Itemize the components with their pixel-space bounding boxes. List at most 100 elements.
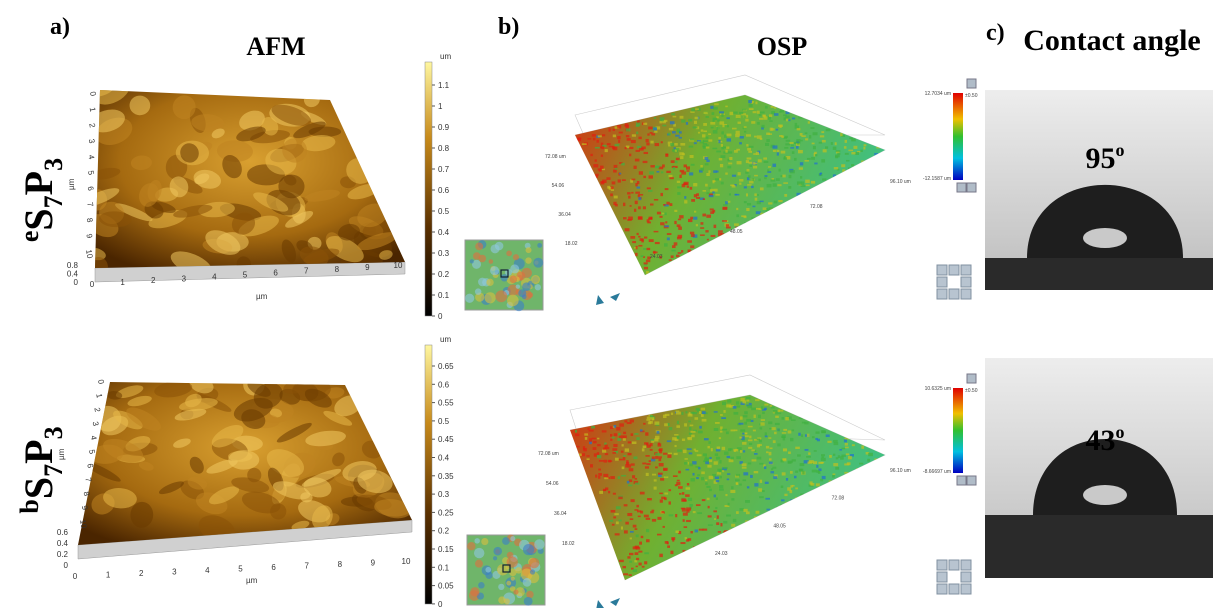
x-unit: µm <box>256 292 268 301</box>
osp-speck <box>636 566 638 568</box>
osp-speck <box>782 432 787 434</box>
x-tick-label: 72.08 <box>810 204 823 210</box>
osp-speck <box>801 135 806 137</box>
osp-speck <box>681 171 686 174</box>
angle-value: 95 <box>1086 142 1116 175</box>
osp-speck <box>701 408 705 411</box>
osp-speck <box>749 146 754 148</box>
osp-speck <box>785 417 789 420</box>
osp-speck <box>622 466 625 469</box>
osp-speck <box>840 456 844 459</box>
osp-speck <box>612 181 616 184</box>
inset-speck <box>510 276 518 284</box>
osp-speck <box>597 455 601 458</box>
osp-speck <box>655 166 659 168</box>
inset-speck <box>489 259 494 264</box>
osp-speck <box>587 138 591 140</box>
osp-speck <box>746 399 749 401</box>
osp-speck <box>769 114 772 117</box>
osp-speck <box>806 456 811 458</box>
inset-speck <box>485 572 492 579</box>
osp-speck <box>766 446 769 449</box>
y-tick-label: 8 <box>85 217 95 223</box>
osp-speck <box>766 451 768 453</box>
osp-speck <box>671 113 675 115</box>
osp-speck <box>658 449 661 451</box>
osp-speck <box>613 444 617 447</box>
osp-speck <box>781 486 784 488</box>
osp-speck <box>730 490 735 493</box>
osp-speck <box>757 122 760 125</box>
z-tick-label: 0 <box>74 278 79 287</box>
inset-speck <box>475 560 483 568</box>
osp-speck <box>623 435 627 438</box>
osp-speck <box>594 453 597 456</box>
osp-speck <box>614 433 618 436</box>
osp-speck <box>796 139 800 142</box>
osp-speck <box>728 163 732 165</box>
y-tick-label: 36.04 <box>554 511 567 517</box>
osp-speck <box>654 487 657 490</box>
osp-speck <box>844 463 849 465</box>
x-tick-label: 6 <box>273 269 278 278</box>
osp-speck <box>749 108 754 110</box>
inset-speck <box>493 547 502 556</box>
osp-speck <box>748 100 752 103</box>
colorbar-tick-label: 0.1 <box>438 563 450 572</box>
osp-speck <box>769 120 772 122</box>
inset-speck <box>506 581 511 586</box>
osp-speck <box>773 476 777 479</box>
osp-speck <box>707 446 709 448</box>
osp-speck <box>693 511 696 513</box>
osp-speck <box>718 137 721 140</box>
osp-speck <box>595 475 597 478</box>
osp-speck <box>595 159 597 161</box>
inset-speck <box>506 251 512 257</box>
osp-speck <box>739 508 744 511</box>
osp-speck <box>705 163 709 165</box>
osp-speck <box>707 498 710 500</box>
osp-speck <box>614 425 616 428</box>
osp-speck <box>763 115 766 118</box>
x-tick-label: 96.10 um <box>890 468 911 474</box>
x-tick-label: 10 <box>402 557 411 566</box>
x-tick-label: 8 <box>335 265 340 274</box>
inset-speck <box>485 292 496 303</box>
substrate <box>985 515 1213 578</box>
osp-speck <box>821 454 825 456</box>
osp-speck <box>634 166 637 169</box>
osp-speck <box>747 169 750 172</box>
osp-speck <box>689 452 693 454</box>
osp-speck <box>777 152 779 155</box>
osp-speck <box>743 415 748 417</box>
inset-speck <box>495 290 507 302</box>
osp-speck <box>638 216 642 219</box>
page: a) b) c) AFM OSP Contact angle eS7P3bS7P… <box>0 0 1213 608</box>
osp-speck <box>663 453 667 455</box>
osp-speck <box>816 483 820 486</box>
osp-speck <box>764 466 766 469</box>
osp-speck <box>583 446 585 449</box>
osp-speck <box>685 411 687 413</box>
osp-speck <box>686 170 689 172</box>
osp-speck <box>649 460 651 462</box>
osp-speck <box>829 455 832 458</box>
osp-speck <box>733 112 737 114</box>
osp-speck <box>669 427 673 430</box>
osp-speck <box>680 156 683 159</box>
osp-speck <box>671 255 674 258</box>
osp-speck <box>601 181 605 184</box>
nav-button <box>949 265 959 275</box>
osp-speck <box>710 208 714 210</box>
substrate <box>985 258 1213 290</box>
osp-speck <box>593 441 596 444</box>
osp-speck <box>661 141 663 143</box>
osp-speck <box>766 208 768 210</box>
osp-speck <box>597 444 600 446</box>
osp-speck <box>612 437 615 439</box>
osp-speck <box>689 427 691 430</box>
osp-speck <box>648 127 653 130</box>
osp-speck <box>630 538 632 540</box>
osp-speck <box>643 123 647 125</box>
osp-speck <box>675 530 679 533</box>
